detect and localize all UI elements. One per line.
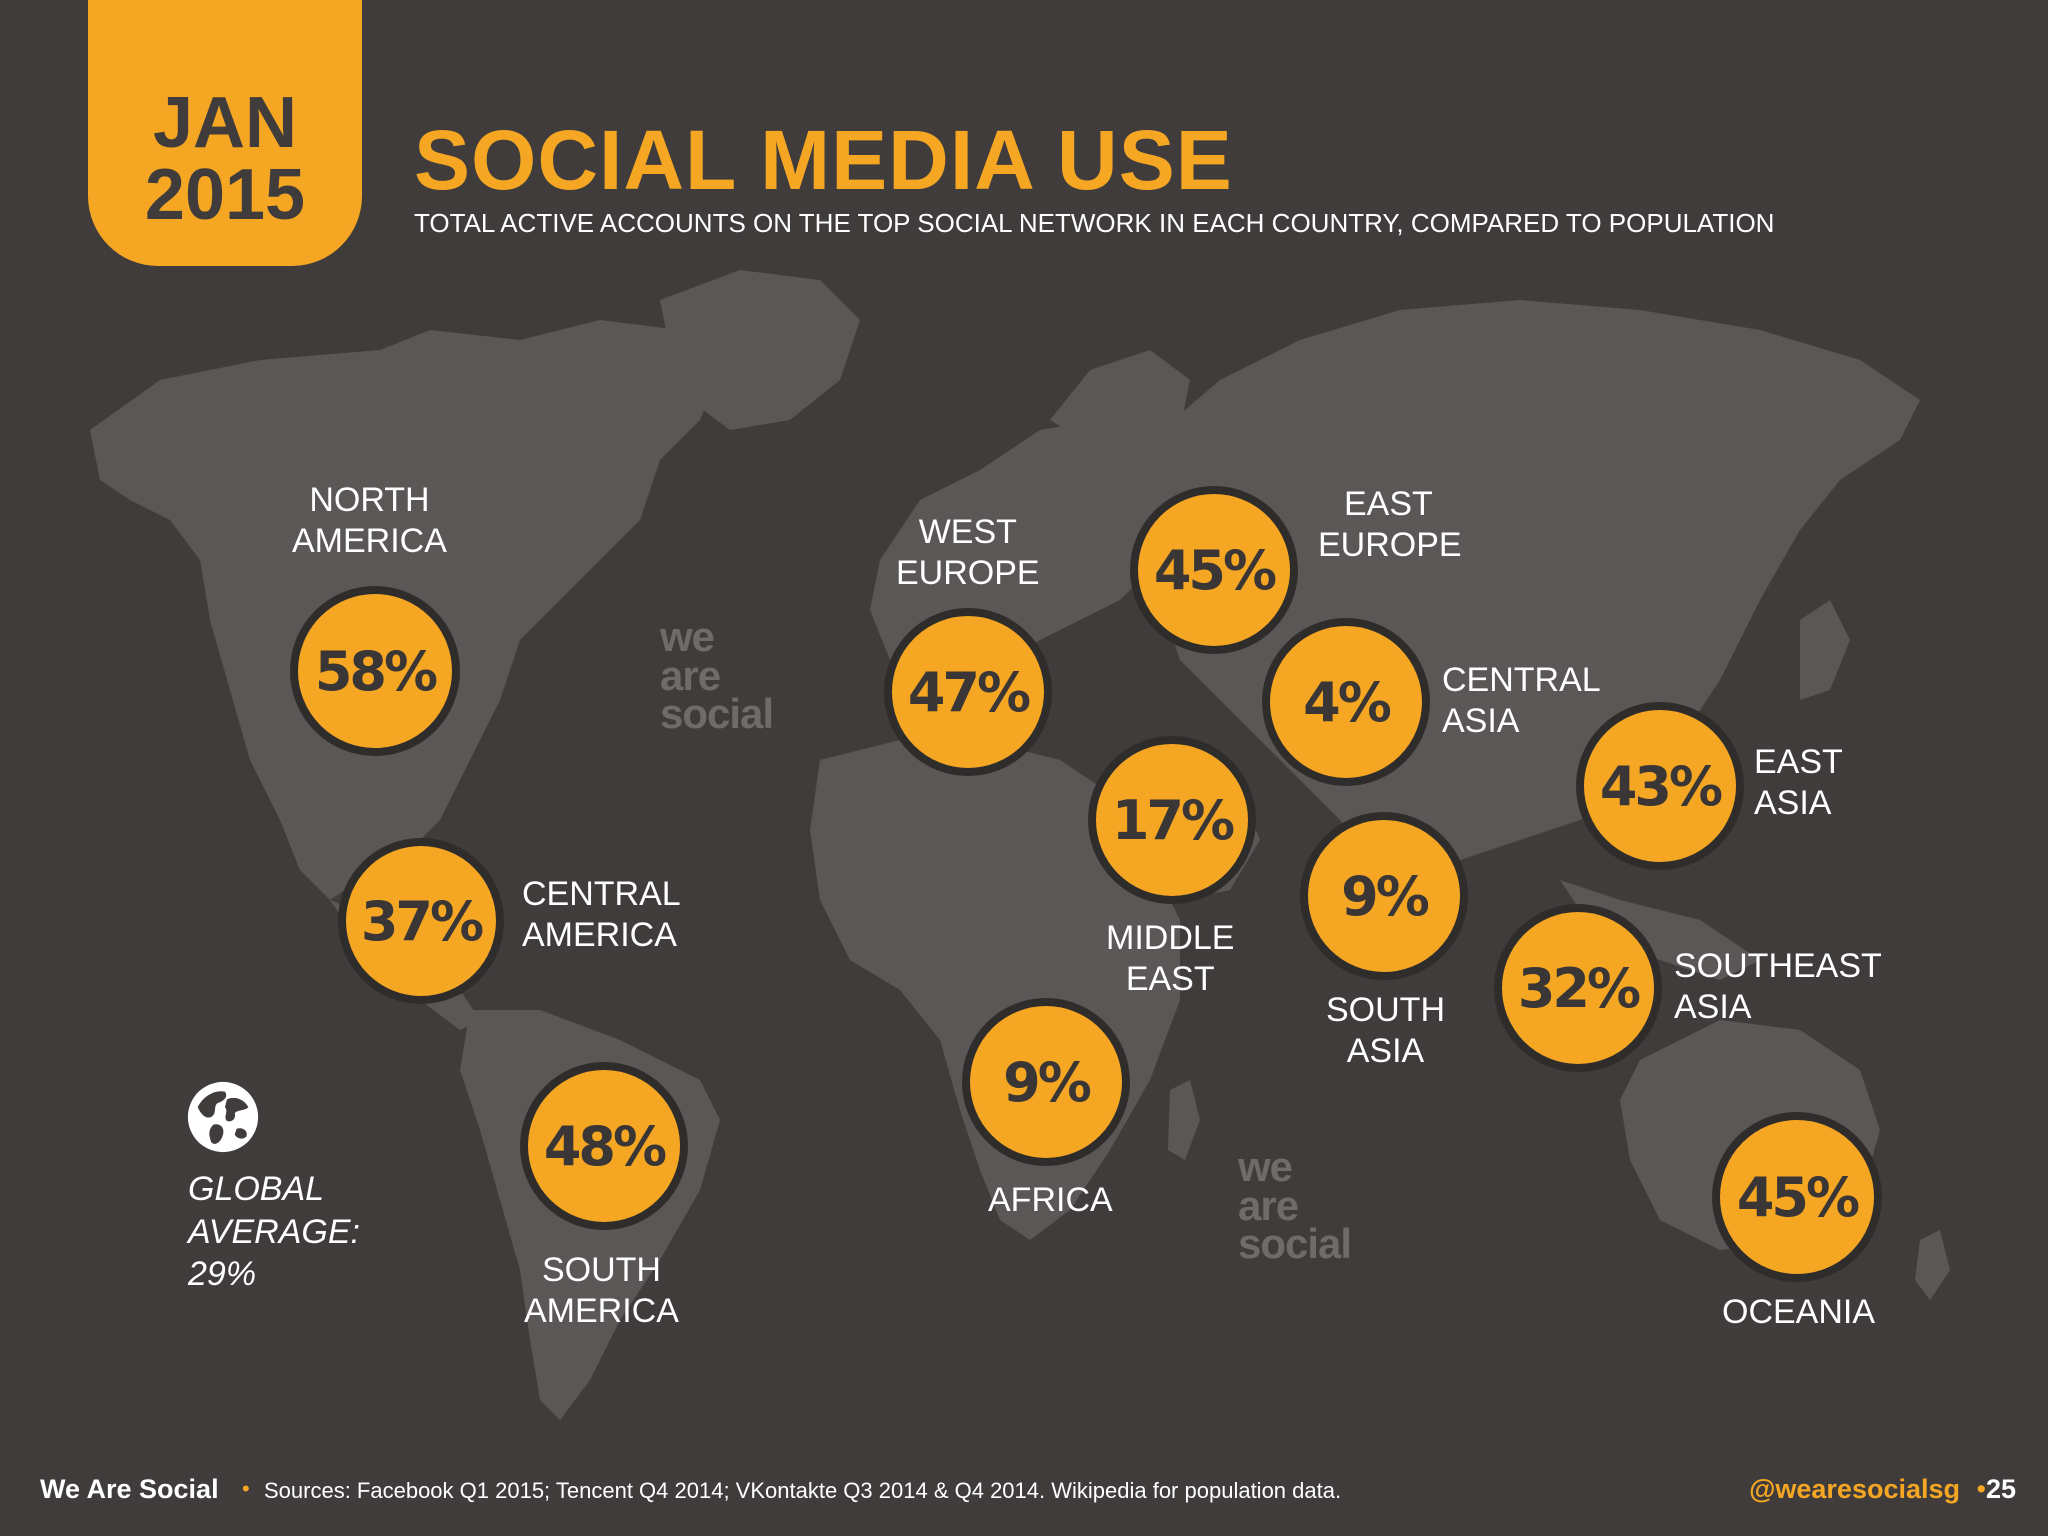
- page-number: 25: [1985, 1474, 2016, 1504]
- region-label-east-europe: EAST EUROPE: [1318, 484, 1462, 566]
- land-greenland: [660, 270, 860, 430]
- watermark-line: social: [1238, 1220, 1352, 1268]
- region-name: EUROPE: [1318, 525, 1462, 564]
- region-name: OCEANIA: [1722, 1293, 1876, 1331]
- region-name: AFRICA: [988, 1181, 1113, 1219]
- region-label-oceania: OCEANIA: [1722, 1292, 1875, 1333]
- badge-month: JAN: [152, 83, 298, 163]
- bubble-southeast-asia: 32%: [1494, 904, 1662, 1072]
- global-average-value: 29%: [188, 1255, 257, 1293]
- region-label-east-asia: EAST ASIA: [1754, 742, 1843, 824]
- watermark-logo: we are social: [1238, 1143, 1352, 1268]
- region-label-west-europe: WEST EUROPE: [896, 512, 1040, 594]
- region-name: MIDDLE: [1106, 919, 1235, 957]
- region-name: AMERICA: [292, 521, 447, 560]
- global-average-label: GLOBAL AVERAGE: 29%: [188, 1168, 360, 1296]
- footer: We Are Social • Sources: Facebook Q1 201…: [0, 1464, 2048, 1514]
- bubble-oceania: 45%: [1712, 1112, 1882, 1282]
- region-name: ASIA: [1754, 783, 1832, 822]
- bubble-east-asia: 43%: [1576, 702, 1744, 870]
- bubble-central-asia: 4%: [1262, 618, 1430, 786]
- bubble-north-america: 58%: [290, 586, 460, 756]
- global-average-line: GLOBAL: [188, 1170, 325, 1208]
- region-label-middle-east: MIDDLE EAST: [1106, 918, 1234, 1000]
- page-subtitle: TOTAL ACTIVE ACCOUNTS ON THE TOP SOCIAL …: [414, 208, 1775, 238]
- region-name: CENTRAL: [1442, 661, 1601, 699]
- land-scandinavia: [1050, 350, 1190, 460]
- region-name: EAST: [1754, 743, 1843, 781]
- region-label-central-america: CENTRAL AMERICA: [522, 874, 681, 956]
- watermark-line: social: [660, 690, 774, 738]
- badge-year: 2015: [144, 155, 306, 235]
- footer-separator: •: [242, 1476, 250, 1501]
- region-name: NORTH: [309, 481, 430, 519]
- region-label-africa: AFRICA: [988, 1180, 1113, 1221]
- land-madagascar: [1168, 1080, 1200, 1160]
- region-name: SOUTHEAST: [1674, 947, 1882, 985]
- region-label-southeast-asia: SOUTHEAST ASIA: [1674, 946, 1882, 1028]
- region-name: WEST: [918, 513, 1017, 551]
- footer-handle[interactable]: @wearesocialsg: [1749, 1474, 1960, 1504]
- region-name: SOUTH: [1326, 991, 1445, 1029]
- watermark-line: we: [660, 613, 715, 660]
- globe-icon: [187, 1081, 259, 1153]
- footer-sources: Sources: Facebook Q1 2015; Tencent Q4 20…: [264, 1478, 1342, 1503]
- land-japan: [1800, 600, 1850, 700]
- bubble-south-asia: 9%: [1300, 812, 1468, 980]
- region-label-south-asia: SOUTH ASIA: [1326, 990, 1445, 1072]
- region-label-central-asia: CENTRAL ASIA: [1442, 660, 1601, 742]
- land-southeast-asia: [1560, 880, 1760, 980]
- footer-separator: •: [1976, 1474, 1986, 1504]
- watermark-line: we: [1238, 1143, 1293, 1190]
- bubble-central-america: 37%: [338, 838, 504, 1004]
- region-name: SOUTH: [541, 1251, 661, 1289]
- region-name: AMERICA: [524, 1291, 679, 1330]
- region-name: ASIA: [1674, 987, 1752, 1026]
- bubble-east-europe: 45%: [1130, 486, 1298, 654]
- region-name: EAST: [1344, 485, 1433, 523]
- bubble-middle-east: 17%: [1088, 736, 1256, 904]
- region-label-north-america: NORTH AMERICA: [292, 480, 447, 562]
- region-name: CENTRAL: [522, 875, 681, 913]
- date-badge: JAN 2015: [88, 0, 362, 266]
- bubble-south-america: 48%: [520, 1062, 688, 1230]
- footer-brand: We Are Social: [40, 1474, 219, 1504]
- region-name: EAST: [1125, 959, 1215, 998]
- watermark-logo: we are social: [660, 613, 774, 738]
- region-name: EUROPE: [896, 553, 1040, 592]
- region-name: ASIA: [1346, 1031, 1425, 1070]
- land-new-zealand: [1915, 1230, 1950, 1300]
- global-average-line: AVERAGE:: [188, 1212, 360, 1251]
- watermark-line: are: [660, 651, 721, 699]
- bubble-africa: 9%: [962, 998, 1130, 1166]
- bubble-west-europe: 47%: [884, 608, 1052, 776]
- region-name: ASIA: [1442, 701, 1520, 740]
- region-name: AMERICA: [522, 915, 677, 954]
- page-title: SOCIAL MEDIA USE: [414, 113, 1233, 207]
- watermark-line: are: [1238, 1181, 1299, 1229]
- region-label-south-america: SOUTH AMERICA: [524, 1250, 679, 1332]
